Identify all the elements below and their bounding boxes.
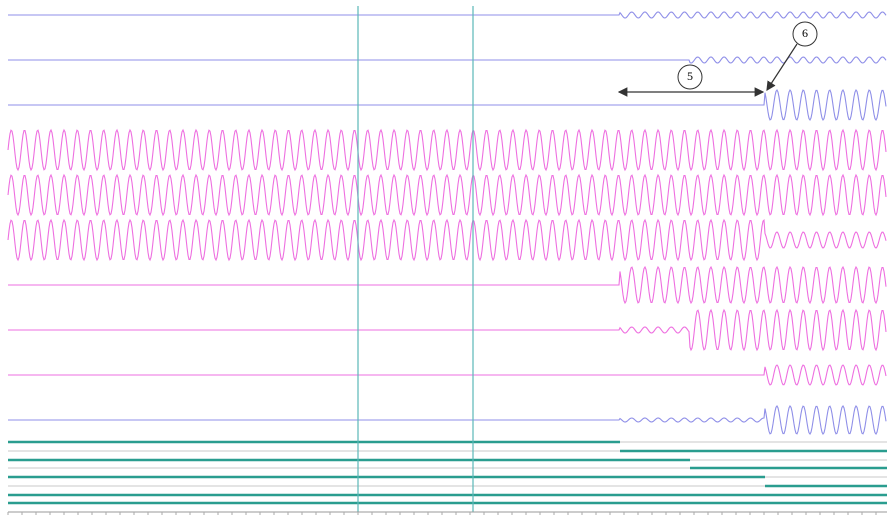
waveform: [8, 308, 887, 352]
waveform: [8, 364, 887, 386]
annotation-label: 6: [802, 26, 808, 40]
traces: [7, 11, 887, 505]
waveform: [8, 56, 887, 64]
waveform: [8, 265, 887, 305]
annotation-circle: [792, 21, 818, 47]
waveform: [8, 11, 887, 19]
waveform: [7, 173, 887, 217]
waveform: [8, 88, 887, 122]
waveform: [7, 218, 887, 262]
waveform: [8, 405, 887, 435]
pointer-arrow: [766, 43, 798, 92]
annotation-label: 5: [687, 69, 693, 83]
waveform: [7, 128, 887, 172]
annotation-circle: [677, 64, 703, 90]
time-ticks: [7, 512, 877, 515]
